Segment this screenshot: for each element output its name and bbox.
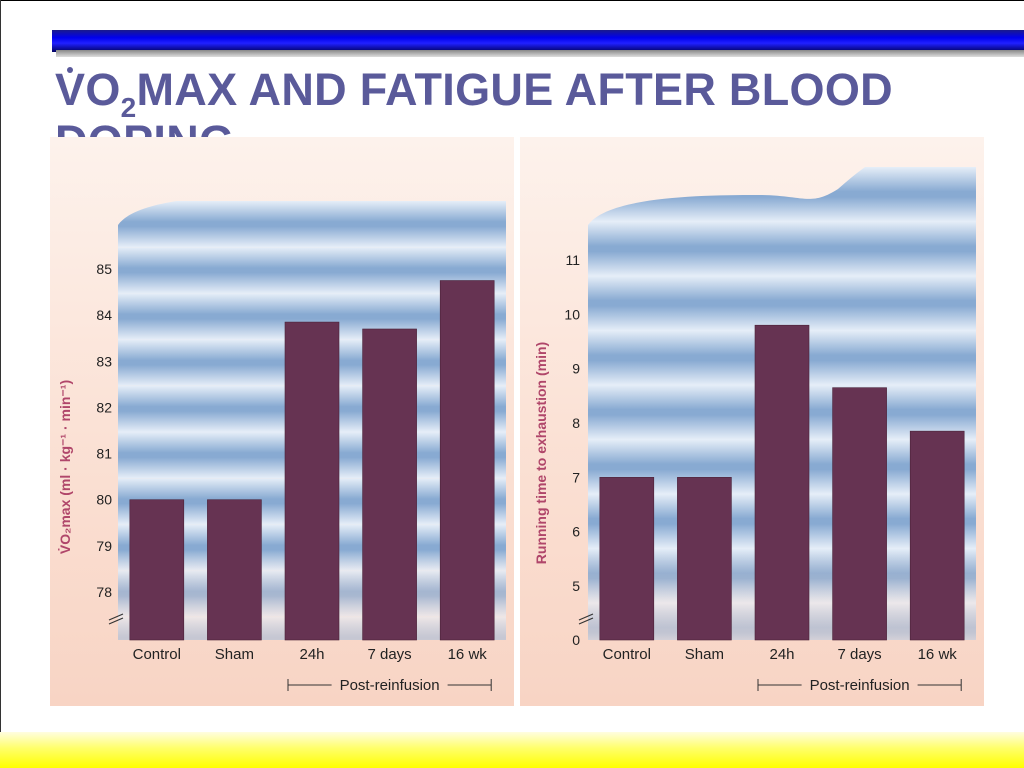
bar bbox=[284, 321, 340, 641]
axis-break-mark bbox=[578, 617, 594, 625]
group-label: Post-reinfusion bbox=[810, 677, 910, 694]
chart-running-time: 0 5 6 7 8 9 10 11 Running time to exhaustion (mi… bbox=[520, 137, 984, 706]
bottom-yellow-band bbox=[0, 732, 1024, 768]
title-subscript: 2 bbox=[120, 92, 137, 123]
y-tick-label: 5 bbox=[572, 578, 580, 594]
chart-vo2max-svg: 78 79 80 81 82 83 84 85 V̇O₂max (ml · kg⁻¹ · min… bbox=[50, 137, 514, 706]
y-tick-label: 6 bbox=[572, 524, 580, 540]
frame-top-line bbox=[0, 0, 1024, 1]
axis-break-mark bbox=[108, 617, 124, 625]
bar bbox=[439, 280, 495, 641]
y-tick-label: 7 bbox=[572, 469, 580, 485]
y-axis-label: V̇O₂max (ml · kg⁻¹ · min⁻¹) bbox=[57, 380, 73, 554]
x-category-label: 16 wk bbox=[918, 646, 958, 663]
background-stripe bbox=[118, 201, 506, 248]
bar bbox=[909, 430, 965, 641]
bar bbox=[599, 477, 655, 641]
axis-break-mark bbox=[578, 613, 594, 621]
y-tick-label: 84 bbox=[96, 307, 112, 323]
y-tick-label: 8 bbox=[572, 415, 580, 431]
x-category-label: Sham bbox=[215, 646, 254, 663]
y-tick-label: 9 bbox=[572, 361, 580, 377]
bar bbox=[677, 477, 732, 641]
x-category-label: Sham bbox=[685, 646, 724, 663]
bar bbox=[754, 324, 810, 641]
y-axis-label: Running time to exhaustion (min) bbox=[533, 342, 549, 564]
title-accent-bar bbox=[52, 30, 1024, 52]
y-tick-label: 11 bbox=[565, 252, 580, 268]
background-stripe bbox=[588, 221, 976, 276]
y-tick-label: 79 bbox=[96, 538, 112, 554]
x-category-label: 7 days bbox=[367, 646, 411, 663]
bar bbox=[207, 499, 262, 641]
frame-left-line bbox=[0, 0, 1, 732]
y-tick-label: 78 bbox=[96, 584, 112, 600]
title-accent-shadow bbox=[56, 50, 1024, 57]
x-category-label: 24h bbox=[769, 646, 794, 663]
group-label: Post-reinfusion bbox=[340, 677, 440, 694]
x-category-label: 7 days bbox=[837, 646, 881, 663]
x-category-label: 16 wk bbox=[448, 646, 488, 663]
chart-running-time-svg: 0 5 6 7 8 9 10 11 Running time to exhaustion (mi… bbox=[520, 137, 984, 706]
y-tick-label: 0 bbox=[572, 632, 580, 648]
title-o: O bbox=[85, 64, 121, 115]
x-category-label: Control bbox=[133, 646, 181, 663]
bar bbox=[129, 499, 185, 641]
y-tick-label: 81 bbox=[96, 446, 112, 462]
x-category-label: Control bbox=[603, 646, 651, 663]
bar bbox=[362, 328, 417, 641]
y-tick-label: 85 bbox=[96, 261, 112, 277]
y-tick-label: 10 bbox=[564, 306, 580, 322]
y-tick-label: 80 bbox=[96, 492, 112, 508]
title-v-dot: V bbox=[55, 64, 86, 115]
x-category-label: 24h bbox=[299, 646, 324, 663]
y-tick-label: 83 bbox=[96, 353, 112, 369]
background-stripe bbox=[588, 276, 976, 331]
y-tick-label: 82 bbox=[96, 399, 112, 415]
bar bbox=[832, 387, 887, 641]
axis-break-mark bbox=[108, 613, 124, 621]
chart-vo2max: 78 79 80 81 82 83 84 85 V̇O₂max (ml · kg⁻¹ · min… bbox=[50, 137, 514, 706]
